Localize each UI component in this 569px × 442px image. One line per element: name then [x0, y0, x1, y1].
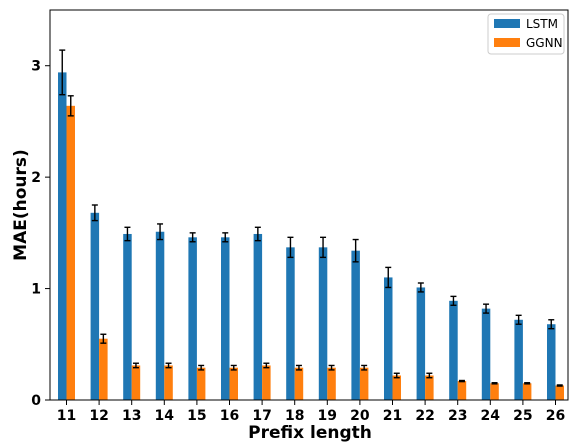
legend: LSTM GGNN — [487, 13, 565, 55]
errorbar-lstm-26 — [548, 319, 555, 330]
bar-lstm-23 — [449, 300, 458, 400]
x-tick-label: 21 — [383, 408, 402, 424]
errorbar-lstm-22 — [417, 282, 424, 293]
legend-swatch-ggnn — [494, 38, 520, 47]
x-tick-label: 11 — [57, 408, 76, 424]
errorbar-lstm-17 — [254, 226, 261, 242]
x-tick-label: 12 — [89, 408, 108, 424]
errorbar-ggnn-19 — [328, 364, 335, 371]
bar-ggnn-23 — [457, 381, 467, 400]
bar-ggnn-17 — [262, 365, 271, 400]
y-tick-label: 2 — [31, 170, 41, 186]
bar-ggnn-19 — [327, 367, 336, 400]
bar-lstm-17 — [253, 233, 263, 400]
errorbar-ggnn-13 — [132, 362, 139, 369]
x-tick-label: 17 — [252, 408, 271, 424]
y-axis: 0 1 2 3 — [31, 59, 50, 409]
bar-lstm-16 — [221, 237, 230, 400]
bar-lstm-25 — [514, 319, 523, 400]
bar-ggnn-12 — [99, 338, 108, 400]
x-tick-label: 24 — [481, 408, 501, 424]
errorbar-lstm-23 — [450, 295, 457, 306]
bars-layer — [58, 72, 564, 401]
bar-lstm-20 — [351, 250, 360, 400]
errorbar-lstm-21 — [385, 266, 392, 289]
bar-lstm-12 — [90, 212, 100, 400]
errorbar-ggnn-26 — [556, 384, 563, 387]
x-tick-label: 18 — [285, 408, 304, 424]
bar-ggnn-14 — [164, 365, 173, 400]
x-tick-label: 22 — [415, 408, 434, 424]
x-tick-label: 25 — [513, 408, 532, 424]
errorbars-layer — [59, 49, 563, 387]
errorbar-lstm-18 — [287, 236, 294, 259]
errorbar-lstm-20 — [352, 238, 359, 263]
bar-ggnn-26 — [555, 385, 564, 400]
y-tick-label: 0 — [31, 393, 41, 409]
bar-ggnn-25 — [522, 383, 532, 400]
errorbar-ggnn-20 — [361, 364, 368, 371]
bar-ggnn-18 — [294, 367, 304, 400]
bar-ggnn-21 — [392, 375, 401, 400]
x-tick-label: 13 — [122, 408, 141, 424]
y-tick-label: 3 — [31, 59, 41, 75]
x-tick-label: 19 — [318, 408, 337, 424]
bar-lstm-13 — [123, 233, 132, 400]
errorbar-lstm-12 — [91, 204, 98, 222]
bar-ggnn-20 — [359, 367, 369, 400]
errorbar-lstm-14 — [157, 223, 164, 241]
legend-label-ggnn: GGNN — [526, 36, 563, 50]
bar-ggnn-16 — [229, 367, 238, 400]
bar-lstm-15 — [188, 237, 197, 400]
bar-lstm-18 — [286, 247, 295, 400]
bar-ggnn-15 — [196, 367, 206, 400]
x-tick-label: 23 — [448, 408, 467, 424]
errorbar-lstm-15 — [189, 232, 196, 243]
plot-frame — [49, 9, 569, 401]
errorbar-lstm-24 — [483, 303, 490, 314]
legend-swatch-lstm — [494, 19, 520, 28]
errorbar-lstm-25 — [515, 314, 522, 325]
errorbar-ggnn-24 — [491, 382, 498, 385]
errorbar-ggnn-11 — [67, 95, 74, 117]
errorbar-ggnn-21 — [393, 372, 400, 379]
bar-lstm-14 — [155, 231, 165, 400]
bar-ggnn-13 — [131, 365, 141, 400]
y-axis-title: MAE(hours) — [11, 149, 31, 261]
x-tick-label: 20 — [350, 408, 370, 424]
errorbar-ggnn-16 — [230, 364, 237, 371]
bar-lstm-24 — [481, 308, 491, 400]
legend-label-lstm: LSTM — [526, 17, 558, 31]
errorbar-lstm-19 — [320, 236, 327, 259]
bar-ggnn-24 — [490, 383, 499, 400]
x-axis-title: Prefix length — [248, 423, 372, 442]
errorbar-lstm-13 — [124, 226, 131, 242]
x-tick-label: 15 — [187, 408, 206, 424]
x-axis: 11 12 13 14 15 16 17 18 19 20 21 22 23 24 25 26 — [57, 400, 565, 424]
x-tick-label: 14 — [155, 408, 175, 424]
bar-ggnn-22 — [425, 375, 434, 400]
bar-ggnn-11 — [66, 105, 75, 400]
errorbar-ggnn-17 — [263, 362, 270, 369]
errorbar-ggnn-22 — [426, 372, 433, 379]
y-tick-label: 1 — [31, 282, 41, 298]
errorbar-ggnn-15 — [198, 364, 205, 371]
bar-lstm-21 — [384, 277, 393, 400]
errorbar-ggnn-14 — [165, 362, 172, 369]
errorbar-ggnn-25 — [524, 382, 531, 385]
x-tick-label: 26 — [546, 408, 565, 424]
errorbar-ggnn-23 — [458, 379, 465, 383]
errorbar-lstm-16 — [222, 232, 229, 243]
bar-lstm-11 — [58, 72, 67, 401]
bar-lstm-26 — [547, 324, 556, 400]
bar-lstm-22 — [416, 287, 426, 400]
x-tick-label: 16 — [220, 408, 239, 424]
errorbar-lstm-11 — [59, 49, 66, 96]
errorbar-ggnn-18 — [295, 364, 302, 371]
bar-lstm-19 — [318, 247, 328, 400]
errorbar-ggnn-12 — [100, 333, 107, 344]
